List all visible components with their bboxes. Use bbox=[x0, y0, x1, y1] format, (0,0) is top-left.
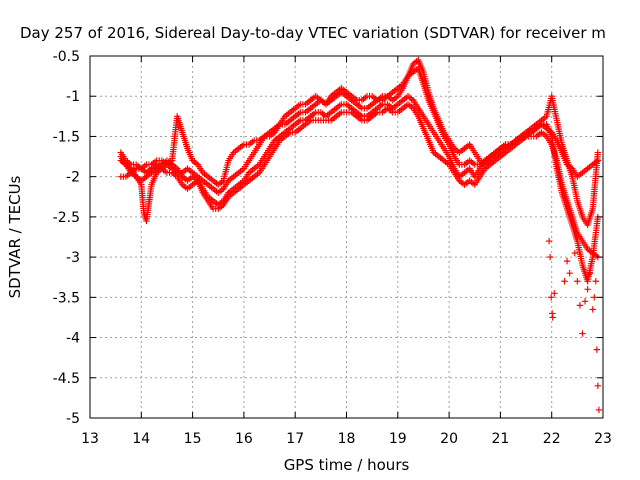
y-tick-label: -3.5 bbox=[53, 290, 80, 306]
x-tick-label: 18 bbox=[338, 431, 356, 447]
y-tick-label: -3 bbox=[66, 250, 80, 266]
data-point bbox=[589, 306, 596, 313]
x-tick-label: 17 bbox=[286, 431, 304, 447]
y-axis-title: SDTVAR / TECUs bbox=[6, 175, 24, 298]
y-tick-labels: -0.5 -1 -1.5 -2 -2.5 -3 -3.5 -4 -4.5 -5 bbox=[53, 49, 80, 427]
x-tick-label: 22 bbox=[543, 431, 561, 447]
data-point bbox=[546, 253, 554, 261]
data-point bbox=[576, 302, 584, 309]
y-tick-label: -1.5 bbox=[53, 129, 80, 145]
data-point bbox=[581, 298, 589, 305]
y-tick-label: -4.5 bbox=[53, 371, 80, 387]
data-point bbox=[586, 270, 594, 277]
data-point bbox=[593, 346, 601, 353]
data-point bbox=[594, 382, 602, 390]
x-tick-label: 14 bbox=[132, 431, 150, 447]
x-tick-label: 21 bbox=[491, 431, 509, 447]
y-tick-label: -1 bbox=[66, 89, 80, 105]
data-point bbox=[584, 286, 591, 293]
x-tick-label: 16 bbox=[235, 431, 253, 447]
y-tick-label: -0.5 bbox=[53, 49, 80, 65]
data-point bbox=[561, 278, 568, 285]
data-point bbox=[595, 406, 603, 414]
chart-title: Day 257 of 2016, Sidereal Day-to-day VTE… bbox=[20, 24, 606, 42]
axis-ticks bbox=[89, 55, 604, 419]
x-tick-label: 19 bbox=[389, 431, 407, 447]
data-point bbox=[563, 257, 571, 265]
data-point bbox=[579, 330, 586, 337]
data-point bbox=[545, 237, 553, 245]
data-point bbox=[574, 278, 581, 285]
x-axis-title: GPS time / hours bbox=[284, 456, 410, 474]
data-point bbox=[549, 314, 556, 321]
series-2 bbox=[117, 101, 602, 261]
data-point bbox=[566, 270, 573, 277]
series-4 bbox=[117, 56, 602, 285]
series-3 bbox=[117, 64, 602, 229]
y-tick-label: -2.5 bbox=[53, 210, 80, 226]
series-layer bbox=[117, 56, 603, 414]
series-5 bbox=[545, 237, 603, 414]
data-point bbox=[594, 149, 602, 156]
y-tick-label: -4 bbox=[66, 331, 80, 347]
x-tick-label: 23 bbox=[594, 431, 612, 447]
data-point bbox=[547, 294, 555, 301]
data-point bbox=[592, 278, 600, 285]
data-point bbox=[551, 290, 558, 297]
y-tick-label: -2 bbox=[66, 170, 80, 186]
x-tick-label: 15 bbox=[184, 431, 202, 447]
data-point bbox=[571, 249, 578, 257]
y-tick-label: -5 bbox=[66, 411, 80, 427]
x-tick-label: 20 bbox=[440, 431, 458, 447]
x-tick-labels: 13 14 15 16 17 18 19 20 21 22 23 bbox=[81, 431, 612, 447]
x-tick-label: 13 bbox=[81, 431, 99, 447]
data-point bbox=[591, 294, 598, 301]
